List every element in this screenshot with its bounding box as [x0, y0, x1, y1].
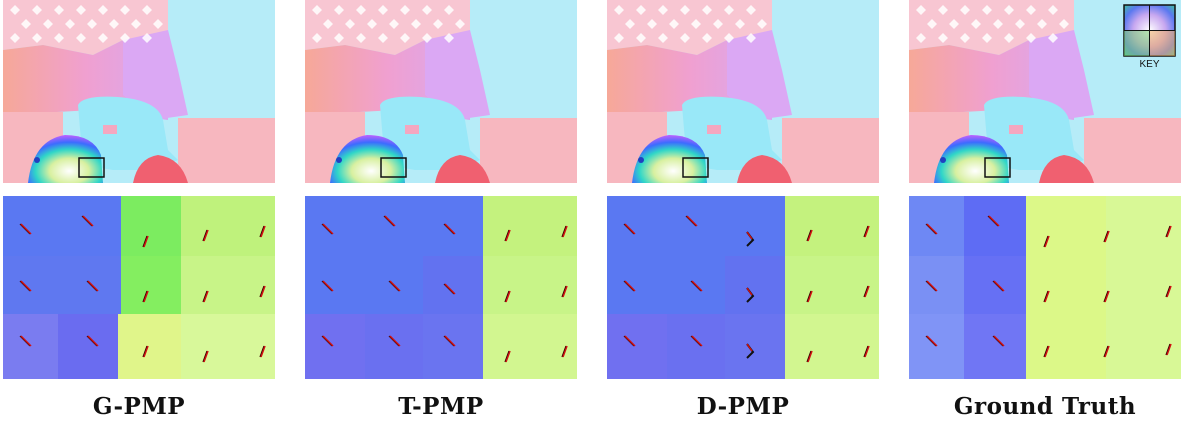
flow-vector [87, 335, 99, 347]
panel-2: T-PMP [305, 0, 577, 426]
flow-vector [926, 223, 938, 235]
flow-vector [807, 350, 813, 363]
flow-vector [20, 223, 32, 235]
flow-vector [322, 335, 334, 347]
flow-vector [988, 215, 1000, 227]
flow-vector [691, 335, 703, 347]
flow-vector [143, 345, 149, 358]
flow-vector [505, 229, 511, 242]
flow-vector [444, 283, 456, 295]
flow-vector [1044, 345, 1050, 358]
flow-vector [260, 225, 266, 238]
flow-field-image: KEY [909, 0, 1181, 183]
flow-vector [864, 225, 870, 238]
flow-vector [686, 215, 698, 227]
flow-vector [993, 280, 1005, 292]
flow-vector [505, 350, 511, 363]
flow-vector [82, 215, 94, 227]
color-key-label: KEY [1139, 59, 1159, 70]
flow-vector [384, 215, 396, 227]
flow-vector [1044, 235, 1050, 248]
flow-vector [20, 335, 32, 347]
zoomed-flow-vectors [305, 196, 577, 379]
flow-vector [143, 290, 149, 303]
flow-vector [864, 285, 870, 298]
flow-vector [562, 345, 568, 358]
panel-caption: G-PMP [92, 393, 186, 420]
flow-vector [1044, 290, 1050, 303]
panel-caption: Ground Truth [953, 393, 1137, 420]
flow-vector [624, 280, 636, 292]
flow-vector [203, 290, 209, 303]
flow-vector [746, 231, 753, 240]
flow-vector [993, 335, 1005, 347]
flow-vector [1166, 285, 1172, 298]
flow-vector [1104, 290, 1110, 303]
flow-vector [562, 285, 568, 298]
flow-vector [87, 280, 99, 292]
zoomed-flow-vectors [607, 196, 879, 379]
flow-vector [562, 225, 568, 238]
flow-vector [203, 229, 209, 242]
flow-vector [807, 290, 813, 303]
flow-vector [20, 280, 32, 292]
flow-vector [143, 235, 149, 248]
flow-vector [746, 287, 753, 296]
panel-4: KEY Ground Truth [909, 0, 1181, 426]
flow-vector [1104, 345, 1110, 358]
flow-vector [322, 280, 334, 292]
flow-vector [389, 335, 401, 347]
flow-vector [926, 335, 938, 347]
flow-vector [624, 223, 636, 235]
flow-vector [807, 229, 813, 242]
flow-vector [1166, 225, 1172, 238]
flow-vector [691, 280, 703, 292]
flow-vector [926, 280, 938, 292]
flow-vector [864, 345, 870, 358]
flow-field-image [3, 0, 275, 183]
flow-vector [444, 335, 456, 347]
panel-caption: D-PMP [696, 393, 790, 420]
flow-field-image [607, 0, 879, 183]
panel-caption: T-PMP [398, 393, 484, 420]
flow-vector [1104, 230, 1110, 243]
panel-1: G-PMP [3, 0, 275, 426]
flow-field-image [305, 0, 577, 183]
flow-vector [389, 280, 401, 292]
flow-vector [505, 290, 511, 303]
zoomed-flow-vectors [909, 196, 1181, 379]
flow-vector [203, 350, 209, 363]
zoomed-flow-vectors [3, 196, 275, 379]
flow-vector [444, 223, 456, 235]
panel-3: D-PMP [607, 0, 879, 426]
color-key: KEY [1123, 4, 1176, 70]
flow-vector [322, 223, 334, 235]
flow-vector [260, 285, 266, 298]
flow-vector [1166, 343, 1172, 356]
flow-vector [624, 335, 636, 347]
flow-vector [260, 345, 266, 358]
flow-vector [746, 343, 753, 352]
